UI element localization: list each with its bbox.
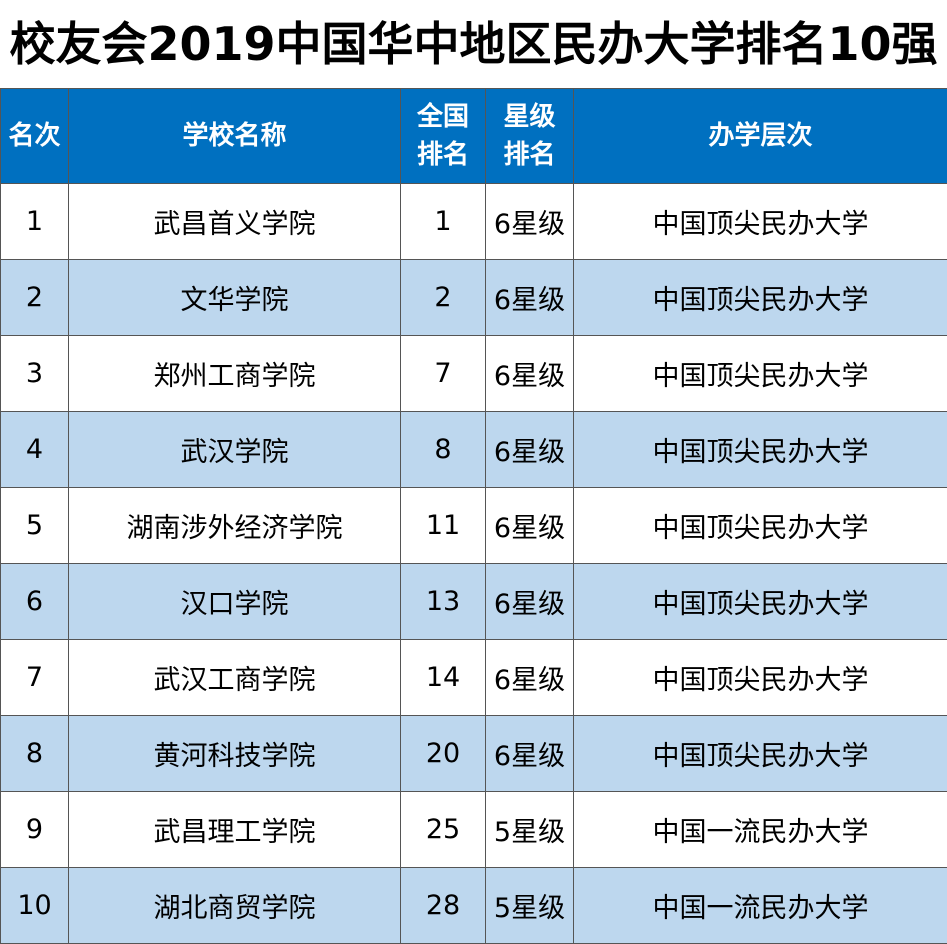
cell-school-name: 郑州工商学院 bbox=[68, 335, 401, 412]
cell-rank: 10 bbox=[0, 867, 69, 944]
cell-star-rank: 6星级 bbox=[485, 487, 574, 564]
cell-level: 中国一流民办大学 bbox=[573, 867, 947, 944]
header-star-rank-line2: 排名 bbox=[503, 140, 556, 170]
table-row: 6 汉口学院 13 6星级 中国顶尖民办大学 bbox=[0, 563, 947, 640]
cell-level: 中国顶尖民办大学 bbox=[573, 563, 947, 640]
cell-school-name: 武昌首义学院 bbox=[68, 183, 401, 260]
table-header-row: 名次 学校名称 全国 排名 星级 排名 办学层次 bbox=[0, 88, 947, 184]
header-rank: 名次 bbox=[0, 88, 69, 184]
cell-school-name: 汉口学院 bbox=[68, 563, 401, 640]
header-national-rank-line2: 排名 bbox=[416, 140, 469, 170]
table-row: 2 文华学院 2 6星级 中国顶尖民办大学 bbox=[0, 259, 947, 336]
table-row: 5 湖南涉外经济学院 11 6星级 中国顶尖民办大学 bbox=[0, 487, 947, 564]
header-star-rank-line1: 星级 bbox=[503, 102, 556, 132]
cell-national-rank: 20 bbox=[400, 715, 486, 792]
cell-star-rank: 6星级 bbox=[485, 411, 574, 488]
cell-level: 中国顶尖民办大学 bbox=[573, 335, 947, 412]
cell-star-rank: 6星级 bbox=[485, 335, 574, 412]
cell-star-rank: 6星级 bbox=[485, 563, 574, 640]
cell-level: 中国顶尖民办大学 bbox=[573, 639, 947, 716]
cell-level: 中国顶尖民办大学 bbox=[573, 411, 947, 488]
page-title: 校友会2019中国华中地区民办大学排名10强 bbox=[9, 17, 938, 71]
table-row: 4 武汉学院 8 6星级 中国顶尖民办大学 bbox=[0, 411, 947, 488]
cell-star-rank: 5星级 bbox=[485, 867, 574, 944]
cell-level: 中国顶尖民办大学 bbox=[573, 715, 947, 792]
cell-star-rank: 6星级 bbox=[485, 639, 574, 716]
cell-national-rank: 7 bbox=[400, 335, 486, 412]
cell-level: 中国顶尖民办大学 bbox=[573, 183, 947, 260]
cell-star-rank: 6星级 bbox=[485, 715, 574, 792]
header-level: 办学层次 bbox=[573, 88, 947, 184]
cell-star-rank: 6星级 bbox=[485, 183, 574, 260]
cell-school-name: 湖南涉外经济学院 bbox=[68, 487, 401, 564]
table-row: 9 武昌理工学院 25 5星级 中国一流民办大学 bbox=[0, 791, 947, 868]
cell-national-rank: 14 bbox=[400, 639, 486, 716]
table-row: 3 郑州工商学院 7 6星级 中国顶尖民办大学 bbox=[0, 335, 947, 412]
cell-school-name: 武昌理工学院 bbox=[68, 791, 401, 868]
cell-national-rank: 8 bbox=[400, 411, 486, 488]
cell-school-name: 湖北商贸学院 bbox=[68, 867, 401, 944]
cell-rank: 7 bbox=[0, 639, 69, 716]
table-row: 10 湖北商贸学院 28 5星级 中国一流民办大学 bbox=[0, 867, 947, 944]
cell-school-name: 黄河科技学院 bbox=[68, 715, 401, 792]
header-star-rank: 星级 排名 bbox=[485, 88, 574, 184]
ranking-table: 名次 学校名称 全国 排名 星级 排名 办学层次 1 武昌首义学院 1 6星级 … bbox=[0, 88, 947, 944]
cell-rank: 2 bbox=[0, 259, 69, 336]
cell-national-rank: 2 bbox=[400, 259, 486, 336]
header-national-rank-line1: 全国 bbox=[416, 102, 469, 132]
table-row: 8 黄河科技学院 20 6星级 中国顶尖民办大学 bbox=[0, 715, 947, 792]
cell-rank: 4 bbox=[0, 411, 69, 488]
header-national-rank: 全国 排名 bbox=[400, 88, 486, 184]
cell-rank: 9 bbox=[0, 791, 69, 868]
table-row: 1 武昌首义学院 1 6星级 中国顶尖民办大学 bbox=[0, 183, 947, 260]
cell-rank: 8 bbox=[0, 715, 69, 792]
cell-level: 中国顶尖民办大学 bbox=[573, 259, 947, 336]
cell-national-rank: 13 bbox=[400, 563, 486, 640]
cell-star-rank: 6星级 bbox=[485, 259, 574, 336]
cell-national-rank: 11 bbox=[400, 487, 486, 564]
cell-rank: 1 bbox=[0, 183, 69, 260]
cell-national-rank: 28 bbox=[400, 867, 486, 944]
cell-national-rank: 25 bbox=[400, 791, 486, 868]
cell-school-name: 武汉学院 bbox=[68, 411, 401, 488]
cell-level: 中国一流民办大学 bbox=[573, 791, 947, 868]
cell-level: 中国顶尖民办大学 bbox=[573, 487, 947, 564]
cell-rank: 3 bbox=[0, 335, 69, 412]
table-row: 7 武汉工商学院 14 6星级 中国顶尖民办大学 bbox=[0, 639, 947, 716]
cell-national-rank: 1 bbox=[400, 183, 486, 260]
cell-star-rank: 5星级 bbox=[485, 791, 574, 868]
cell-school-name: 文华学院 bbox=[68, 259, 401, 336]
cell-rank: 6 bbox=[0, 563, 69, 640]
cell-rank: 5 bbox=[0, 487, 69, 564]
cell-school-name: 武汉工商学院 bbox=[68, 639, 401, 716]
header-school-name: 学校名称 bbox=[68, 88, 401, 184]
